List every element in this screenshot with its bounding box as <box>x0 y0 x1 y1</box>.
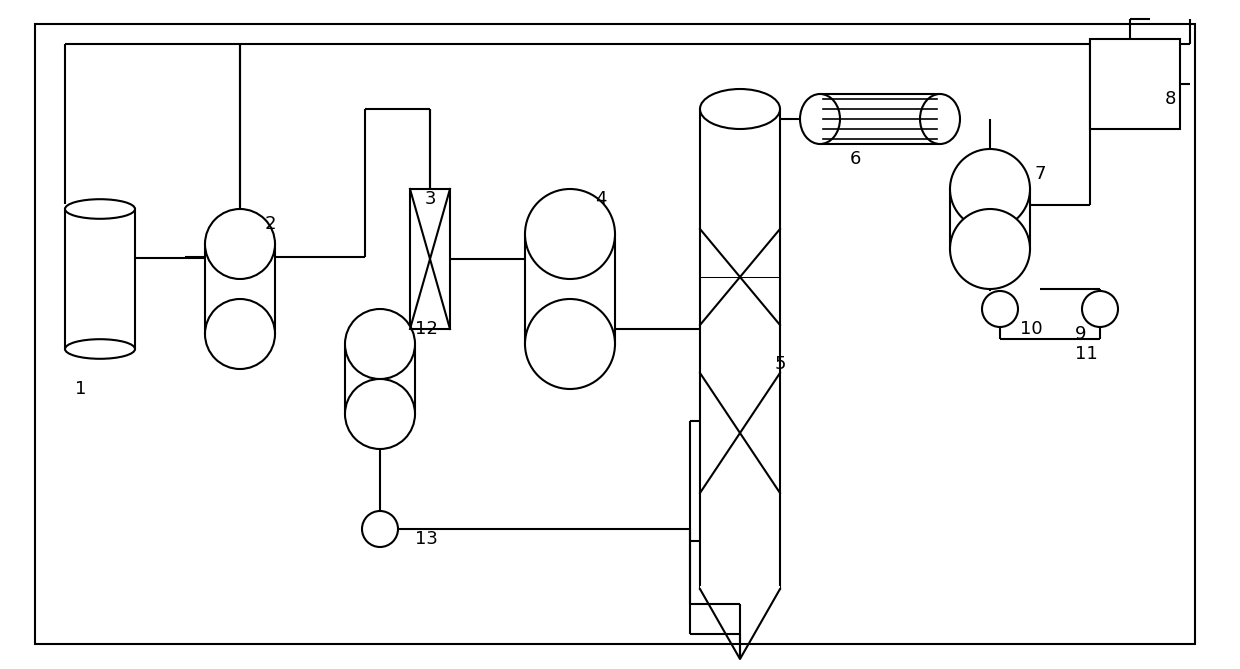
Text: 2: 2 <box>265 215 277 233</box>
Ellipse shape <box>345 379 415 449</box>
Text: 3: 3 <box>425 190 436 208</box>
Circle shape <box>1083 291 1118 327</box>
Circle shape <box>362 511 398 547</box>
Ellipse shape <box>205 299 275 369</box>
Bar <box>701 109 780 589</box>
Ellipse shape <box>64 339 135 359</box>
Ellipse shape <box>950 209 1030 289</box>
Ellipse shape <box>525 299 615 389</box>
Bar <box>701 586 780 592</box>
Ellipse shape <box>205 209 275 279</box>
Text: 13: 13 <box>415 530 438 548</box>
Text: 12: 12 <box>415 320 438 338</box>
Text: 10: 10 <box>1021 320 1043 338</box>
Ellipse shape <box>525 189 615 279</box>
Ellipse shape <box>64 199 135 219</box>
Circle shape <box>982 291 1018 327</box>
Bar <box>1090 39 1180 129</box>
Bar <box>525 234 615 344</box>
Bar <box>820 94 940 144</box>
Ellipse shape <box>920 94 960 144</box>
Ellipse shape <box>345 309 415 379</box>
Text: 1: 1 <box>74 380 87 398</box>
Text: 8: 8 <box>1166 90 1177 108</box>
Ellipse shape <box>800 94 839 144</box>
Text: 4: 4 <box>595 190 606 208</box>
Bar <box>64 209 135 349</box>
Text: 11: 11 <box>1075 345 1097 363</box>
Bar <box>410 189 450 329</box>
Bar <box>950 189 1030 249</box>
Text: 6: 6 <box>849 150 862 168</box>
Text: 5: 5 <box>775 355 786 373</box>
Bar <box>205 244 275 334</box>
Text: 7: 7 <box>1035 165 1047 183</box>
Bar <box>345 344 415 414</box>
Ellipse shape <box>701 89 780 129</box>
Text: 9: 9 <box>1075 325 1086 343</box>
Ellipse shape <box>950 149 1030 229</box>
